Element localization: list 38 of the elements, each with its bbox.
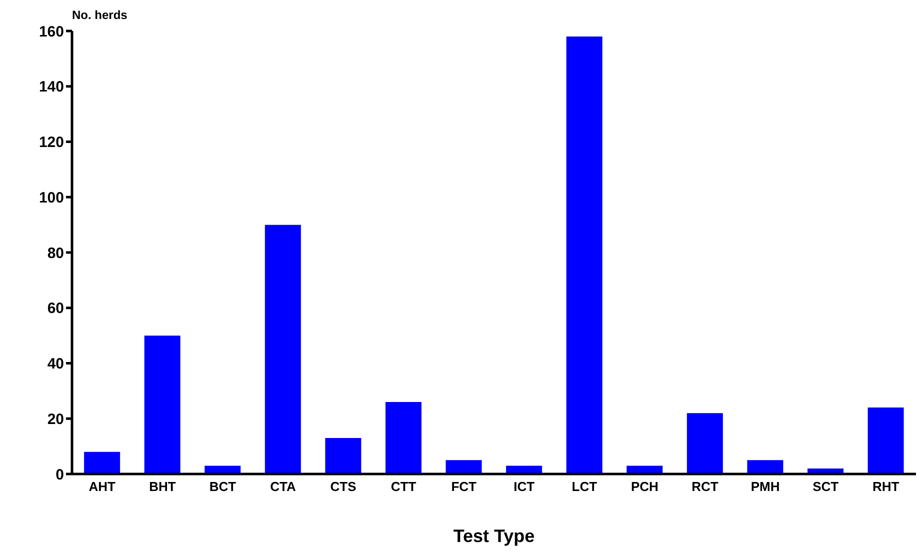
y-tick-label: 120	[38, 134, 64, 152]
bar	[204, 466, 241, 474]
x-tick-label: CTT	[390, 479, 416, 494]
x-tick-label: ICT	[514, 479, 535, 494]
x-tick-label: BCT	[209, 479, 236, 494]
x-tick-label: PCH	[630, 479, 658, 494]
x-tick-label: CTS	[330, 479, 357, 494]
y-tick-label: 20	[47, 410, 64, 428]
x-tick-label: LCT	[572, 479, 598, 494]
x-tick-label: RHT	[872, 479, 900, 494]
bar	[868, 408, 904, 474]
x-tick-label: PMH	[750, 479, 780, 494]
x-tick-label: SCT	[812, 479, 839, 494]
x-tick-label: RCT	[692, 479, 718, 494]
bar	[325, 438, 362, 474]
y-tick-label: 40	[47, 356, 64, 373]
y-axis-title: No. herds	[72, 8, 128, 22]
bar	[686, 413, 723, 474]
y-tick-label: 0	[56, 466, 64, 484]
x-tick-label: FCT	[451, 479, 477, 494]
bar	[84, 452, 120, 474]
y-tick-label: 60	[47, 300, 64, 318]
bar	[747, 460, 784, 474]
bar	[506, 466, 542, 474]
bar	[385, 402, 422, 474]
y-tick-label: 140	[38, 78, 64, 96]
bar	[264, 224, 301, 474]
x-axis-title: Test Type	[453, 526, 535, 546]
x-tick-label: BHT	[149, 479, 176, 494]
x-tick-label: AHT	[88, 479, 116, 494]
bar	[626, 466, 663, 474]
bar	[446, 460, 482, 474]
x-tick-label: CTA	[270, 479, 296, 494]
bar	[566, 36, 602, 474]
y-tick-label: 80	[47, 244, 64, 262]
bar	[144, 336, 180, 474]
y-tick-label: 160	[38, 23, 64, 40]
y-tick-label: 100	[38, 189, 64, 206]
